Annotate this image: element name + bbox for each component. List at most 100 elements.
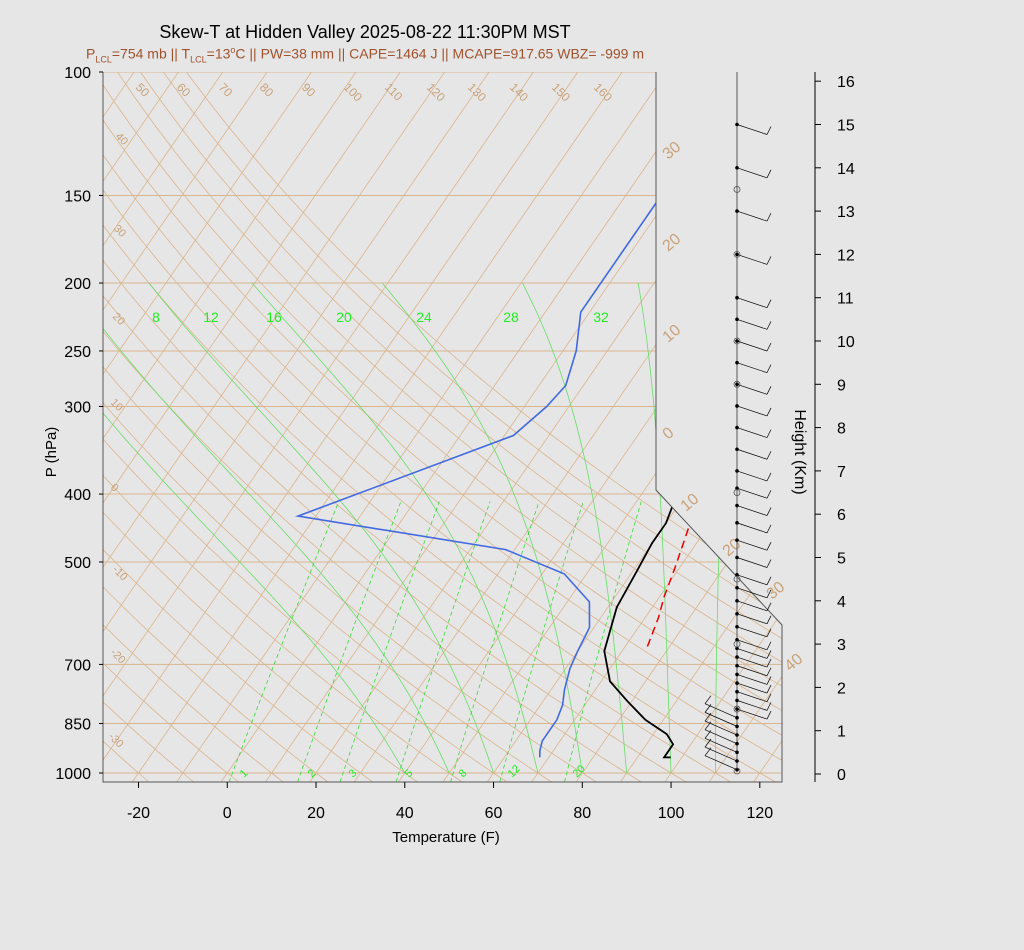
dry-adiabat [103, 72, 381, 782]
moist-adiabat-label: 32 [593, 309, 609, 325]
wbz-value: -999 m [600, 45, 644, 62]
wind-barb [704, 703, 738, 719]
isotherm [103, 72, 312, 782]
isotherm [103, 72, 357, 782]
wind-barb [736, 665, 768, 677]
pressure-tick-label: 400 [64, 487, 91, 504]
pressure-tick-label: 150 [64, 188, 91, 205]
wind-barb-flag [766, 628, 772, 637]
height-tick-label: 11 [837, 291, 854, 308]
calm-wind-circle [733, 575, 741, 583]
wind-barb [736, 587, 768, 599]
wind-barb [736, 448, 768, 460]
wind-barb-flag [766, 507, 772, 516]
wind-barb [704, 720, 738, 736]
moist-adiabat [381, 282, 583, 774]
wind-barb-flag [766, 650, 772, 659]
wind-barb [736, 648, 768, 659]
wind-barb-flag [766, 212, 772, 222]
wind-barb [736, 210, 768, 222]
mixing-ratio-line [499, 501, 584, 782]
wind-barb-flag [766, 451, 772, 460]
wind-barb [736, 167, 768, 179]
wind-barb-flag [766, 602, 772, 611]
isotherm [103, 72, 579, 782]
height-axis-label: Height (Km) [791, 409, 808, 494]
y-axis-label: P (hPa) [43, 427, 60, 478]
wind-barb-flag [766, 615, 772, 624]
pressure-tick-label: 100 [64, 65, 91, 82]
isotherm [220, 72, 712, 782]
wind-barb [736, 297, 768, 309]
mcape-value: 917.65 [510, 45, 554, 62]
dry-adiabat [103, 72, 516, 782]
wind-barb [736, 600, 768, 612]
isotherm [664, 72, 782, 782]
wind-barb [736, 700, 768, 711]
pressure-tick-label: 1000 [55, 766, 91, 783]
wind-barb [736, 505, 768, 516]
calm-wind-circle [733, 640, 741, 648]
wind-barb [736, 639, 768, 651]
height-tick-label: 1 [837, 724, 846, 741]
wind-barb-flag [766, 126, 772, 135]
moist-adiabat-label: 12 [203, 309, 219, 325]
height-tick-label: 3 [837, 637, 846, 654]
wind-barb-flag [766, 641, 772, 650]
height-tick-label: 9 [837, 377, 846, 394]
wind-barb [736, 319, 768, 330]
mixing-ratio-line [339, 501, 440, 782]
height-tick-label: 7 [837, 464, 846, 481]
pressure-tick-label: 700 [64, 657, 91, 674]
wind-barb-flag [766, 542, 772, 551]
height-tick-label: 6 [837, 507, 846, 524]
height-tick-label: 4 [837, 594, 846, 611]
dry-adiabat [117, 72, 782, 782]
wind-barb [736, 626, 768, 638]
calm-wind-circle [733, 380, 741, 388]
chart-subtitle: PLCL=754 mb || TLCL=13oC || PW=38 mm || … [86, 45, 644, 65]
wind-barb-flag [766, 576, 772, 585]
wind-barb-flag [766, 321, 772, 330]
wind-barb [704, 712, 738, 727]
moist-adiabat-label: 8 [152, 309, 160, 325]
calm-wind-circle [733, 337, 741, 345]
pw-value: 38 mm [291, 45, 335, 62]
temperature-tick-label: 60 [485, 805, 503, 822]
grid-labels: 50 60 70 80 90 100 110 120 130 140 150 160403020100… [106, 80, 806, 780]
dry-adiabat [103, 72, 201, 782]
height-tick-label: 5 [837, 551, 846, 568]
wind-barb-flag [766, 676, 772, 685]
wind-barb [736, 574, 768, 586]
wind-profile [704, 72, 772, 775]
wind-barb-flag [766, 667, 772, 676]
moist-adiabat-label: 28 [503, 309, 519, 325]
cape-value: 1464 J [395, 45, 438, 62]
wind-barb-flag [766, 169, 772, 178]
isotherm [0, 72, 45, 782]
isotherm [620, 72, 782, 782]
isotherm [575, 72, 782, 782]
isotherm [103, 72, 490, 782]
moist-adiabat [103, 282, 406, 774]
wind-barb [736, 487, 768, 499]
wind-barb-flag [766, 364, 772, 373]
plot-area [103, 72, 782, 782]
moist-adiabat [148, 282, 494, 774]
wind-barb [736, 362, 768, 373]
wind-barb [736, 708, 768, 720]
isotherm [842, 72, 1024, 782]
dry-adiabat [103, 72, 291, 782]
wind-barb [736, 383, 768, 395]
pressure-tick-label: 500 [64, 555, 91, 572]
moist-adiabat [522, 282, 628, 774]
height-tick-label: 2 [837, 680, 846, 697]
plot-border [102, 72, 783, 783]
isotherm [398, 72, 782, 782]
dry-adiabat [103, 72, 782, 782]
height-tick-label: 12 [837, 247, 855, 264]
calm-wind-circle [733, 705, 741, 713]
wind-barb [704, 746, 738, 762]
x-axis-label: Temperature (F) [392, 829, 500, 846]
temperature-tick-label: 20 [307, 805, 325, 822]
